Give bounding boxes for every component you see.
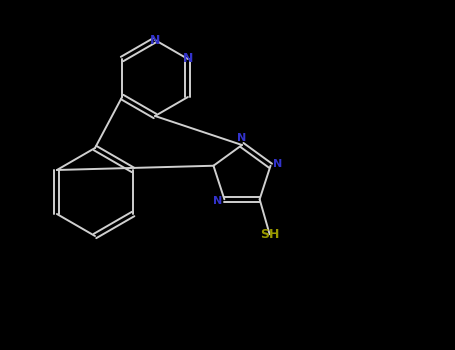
Text: N: N [273,159,282,169]
Text: N: N [150,34,160,47]
Text: SH: SH [260,228,279,241]
Text: N: N [213,196,222,206]
Text: N: N [238,133,247,143]
Text: N: N [183,52,193,65]
